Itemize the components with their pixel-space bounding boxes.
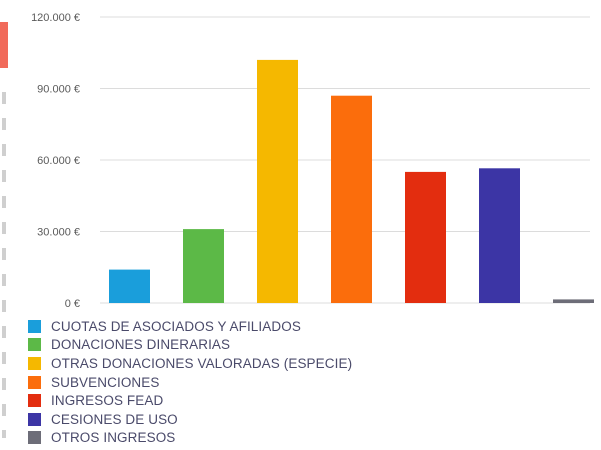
legend-label: INGRESOS FEAD <box>51 393 164 409</box>
y-tick-label: 90.000 € <box>37 84 80 96</box>
bar-4 <box>331 95 372 303</box>
legend-swatch <box>28 394 41 408</box>
legend-label: CUOTAS DE ASOCIADOS Y AFILIADOS <box>51 318 301 334</box>
legend-label: DONACIONES DINERARIAS <box>51 337 231 353</box>
bar-1 <box>109 269 150 303</box>
bar-2 <box>183 229 224 303</box>
bar-7 <box>553 299 594 303</box>
legend-item: OTRAS DONACIONES VALORADAS (ESPECIE) <box>28 354 352 373</box>
legend-label: SUBVENCIONES <box>51 374 160 390</box>
y-tick-label: 120.000 € <box>31 12 80 24</box>
legend-label: OTRAS DONACIONES VALORADAS (ESPECIE) <box>51 355 353 371</box>
legend-item: INGRESOS FEAD <box>28 391 352 410</box>
legend-swatch <box>28 338 41 352</box>
left-edge-fragment <box>2 78 6 438</box>
legend-swatch <box>28 356 41 370</box>
bar-6 <box>479 168 520 303</box>
legend-item: OTROS INGRESOS <box>28 429 352 448</box>
legend-item: SUBVENCIONES <box>28 373 352 392</box>
y-tick-label: 30.000 € <box>37 227 80 239</box>
legend-swatch <box>28 412 41 426</box>
bar-5 <box>405 171 446 303</box>
y-tick-label: 0 € <box>65 298 80 310</box>
legend-label: OTROS INGRESOS <box>51 430 176 446</box>
legend-swatch <box>28 431 41 445</box>
legend-label: CESIONES DE USO <box>51 411 178 427</box>
legend-swatch <box>28 319 41 333</box>
legend-item: DONACIONES DINERARIAS <box>28 336 352 355</box>
chart-legend: CUOTAS DE ASOCIADOS Y AFILIADOS DONACIONE… <box>28 317 352 447</box>
legend-item: CUOTAS DE ASOCIADOS Y AFILIADOS <box>28 317 352 336</box>
legend-item: CESIONES DE USO <box>28 410 352 429</box>
legend-swatch <box>28 375 41 389</box>
y-tick-label: 60.000 € <box>37 155 80 167</box>
left-edge-accent <box>0 22 8 68</box>
bar-3 <box>257 59 298 304</box>
